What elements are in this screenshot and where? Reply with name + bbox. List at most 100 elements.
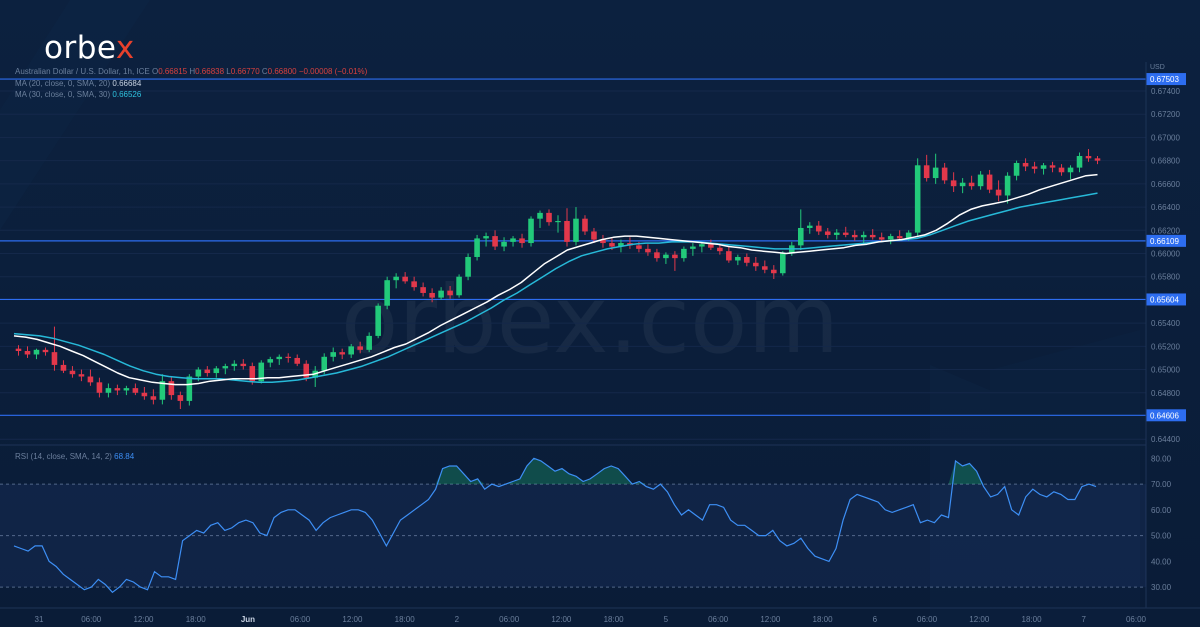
candle (878, 232, 885, 242)
candle-body (995, 189, 1002, 196)
candle-body (78, 374, 85, 377)
candle-body (1013, 162, 1020, 176)
candle (771, 265, 777, 280)
candle (932, 153, 939, 184)
rsi-legend: RSI (14, close, SMA, 14, 2) 68.84 (15, 452, 134, 461)
candle-body (600, 239, 606, 244)
candle-body (24, 350, 31, 355)
candle-body (42, 349, 49, 353)
time-tick-label: 06:00 (917, 615, 938, 624)
candle (555, 215, 561, 233)
candle-body (672, 254, 678, 259)
logo-accent: x (115, 30, 135, 66)
candle (258, 360, 265, 384)
candle (851, 230, 858, 241)
candle (294, 354, 301, 367)
candle (1040, 162, 1047, 175)
candle (600, 234, 606, 248)
candle-body (186, 376, 193, 401)
candle-body (797, 227, 804, 246)
candle-body (681, 248, 687, 259)
candle (986, 169, 993, 194)
candle-body (977, 174, 984, 187)
candle-body (546, 212, 552, 223)
ma30-label: MA (30, close, 0, SMA, 30) (15, 90, 111, 99)
candle (762, 260, 768, 274)
candle-body (330, 352, 336, 357)
candle (132, 383, 139, 396)
level-price-tag (1146, 409, 1186, 422)
candle-body (393, 276, 399, 281)
candle-body (384, 280, 390, 306)
ma30-line (13, 192, 1098, 384)
level-price-label: 0.65604 (1150, 295, 1179, 304)
candle-body (923, 165, 930, 179)
candle-body (141, 392, 148, 397)
close-label: C (261, 67, 268, 76)
candle (941, 162, 948, 184)
ma20-label: MA (20, close, 0, SMA, 20) (15, 79, 111, 88)
support-resistance-levels: 0.67503 0.66109 0.65604 0.64606 (0, 73, 1186, 422)
candle-body (114, 388, 121, 391)
candle-body (1049, 165, 1056, 168)
time-tick-label: 31 (35, 615, 44, 624)
rsi-value: 68.84 (114, 452, 135, 461)
candle-body (204, 369, 211, 374)
candle-body (411, 281, 417, 288)
candle-body (267, 359, 274, 363)
price-tick-label: 0.66000 (1151, 250, 1180, 259)
candle-body (950, 180, 957, 187)
candle (375, 303, 381, 339)
candle-body (438, 290, 444, 298)
candle (1031, 161, 1038, 174)
candle-body (51, 352, 58, 365)
candle (447, 285, 453, 299)
price-tick-label: 0.67400 (1151, 87, 1180, 96)
candle-body (986, 174, 993, 190)
time-tick-label: 06:00 (499, 615, 520, 624)
price-tick-label: 0.65000 (1151, 366, 1180, 375)
candle-body (582, 218, 588, 232)
candle (977, 171, 984, 190)
candle-body (573, 218, 579, 242)
candle-body (735, 256, 741, 261)
time-tick-label: 06:00 (290, 615, 311, 624)
candle-body (483, 236, 489, 239)
candle (357, 341, 363, 354)
candle (69, 366, 76, 378)
candle (123, 385, 130, 396)
candle (815, 221, 822, 235)
price-tick-label: 0.66600 (1151, 180, 1180, 189)
candle-body (1067, 167, 1074, 173)
candle-body (60, 364, 67, 371)
level-price-label: 0.67503 (1150, 75, 1179, 84)
candle (968, 175, 975, 190)
candle (78, 369, 85, 382)
candle (663, 252, 669, 264)
time-tick-label: 6 (873, 615, 878, 624)
price-tick-label: 0.66400 (1151, 203, 1180, 212)
candle-body (69, 370, 76, 375)
candle-body (321, 356, 328, 371)
rsi-tick-label: 60.00 (1151, 506, 1172, 515)
candle (393, 273, 399, 289)
candle (519, 233, 525, 248)
orbex-logo: orbex (44, 30, 135, 66)
candle (474, 234, 480, 261)
time-tick-label: 18:00 (1022, 615, 1043, 624)
candle (699, 241, 705, 253)
candle-body (402, 276, 408, 282)
candle-body (1040, 165, 1047, 169)
time-tick-label: Jun (241, 615, 255, 624)
candle (222, 363, 229, 375)
candle-body (231, 363, 238, 367)
candle (645, 244, 651, 256)
candle-body (357, 346, 363, 350)
candle-body (87, 376, 94, 383)
candle-body (1031, 166, 1038, 169)
close-value: 0.66800 (267, 67, 297, 76)
candle (510, 236, 516, 247)
ma30-value: 0.66526 (112, 90, 142, 99)
candle (959, 178, 966, 194)
